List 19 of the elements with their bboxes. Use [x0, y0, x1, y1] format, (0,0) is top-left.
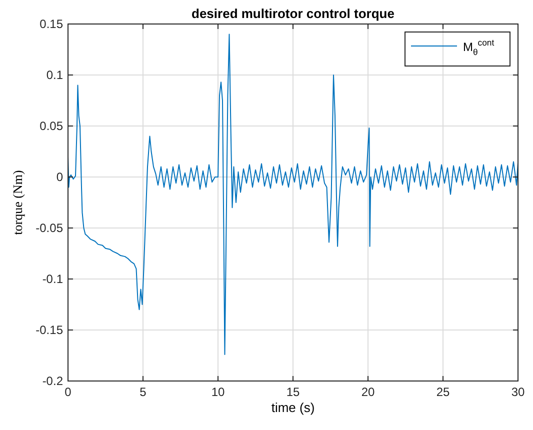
- x-tick-label: 0: [64, 385, 72, 399]
- line-series: [68, 34, 518, 355]
- x-tick-label: 25: [436, 385, 450, 399]
- y-axis-title: torque (Nm): [10, 170, 25, 235]
- x-tick-label: 30: [511, 385, 525, 399]
- y-tick-label: 0: [56, 170, 64, 184]
- y-tick-label: 0.15: [40, 17, 64, 31]
- y-tick-label: -0.1: [42, 272, 64, 286]
- y-tick-label: -0.2: [42, 374, 64, 388]
- x-tick-label: 5: [140, 385, 147, 399]
- x-axis-title: time (s): [271, 400, 315, 415]
- chart-title: desired multirotor control torque: [192, 6, 394, 21]
- y-tick-label: -0.05: [36, 221, 64, 235]
- x-tick-label: 10: [211, 385, 225, 399]
- x-tick-label: 15: [286, 385, 300, 399]
- x-tick-label: 20: [361, 385, 375, 399]
- y-tick-label: -0.15: [36, 323, 64, 337]
- y-tick-label: 0.05: [40, 119, 64, 133]
- y-tick-label: 0.1: [46, 68, 64, 82]
